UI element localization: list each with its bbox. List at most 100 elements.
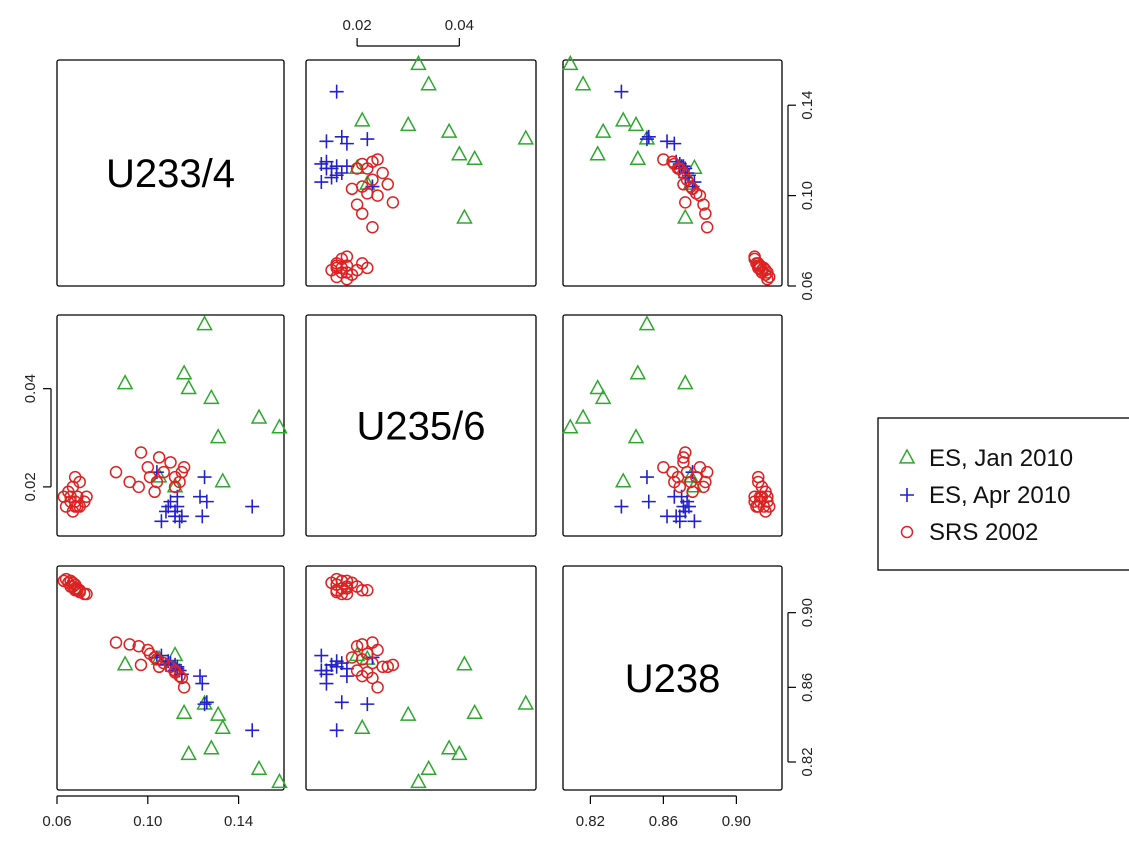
point-srs-2002-9 [340,574,354,588]
point-srs-2002-12 [355,584,369,597]
point-es-apr-2010-15 [168,509,183,524]
x-axis-u233-4: 0.06 0.10 0.14 [42,795,253,830]
legend-label: ES, Apr 2010 [929,482,1070,509]
point-es-jan-2010-9 [682,467,700,483]
point-srs-2002-15 [68,584,82,597]
point-srs-2002-30 [671,470,685,484]
point-srs-2002-22 [150,653,164,666]
panel-0-1 [305,54,537,287]
point-es-jan-2010-0 [271,418,288,434]
point-es-jan-2010-6 [196,315,213,331]
point-srs-2002-28 [386,196,400,209]
point-srs-2002-29 [381,660,395,674]
point-srs-2002-29 [152,660,166,674]
point-es-apr-2010-12 [158,504,173,519]
variable-label-u238: U238 [625,657,721,701]
point-es-jan-2010-5 [627,115,645,132]
legend-marker-es-apr-2010 [900,488,914,502]
point-srs-2002-31 [371,681,384,694]
tick-label: 0.14 [224,813,253,830]
point-es-jan-2010-1 [420,759,437,776]
point-es-jan-2010-2 [594,122,612,138]
point-es-jan-2010-1 [250,759,268,776]
tick-label: 0.06 [42,813,71,830]
y-axis-u238: 0.82 0.86 0.90 [787,598,816,777]
tick-label: 0.06 [799,271,816,300]
panel-0-0: U233/4 [56,59,285,287]
point-es-apr-2010-1 [641,494,656,509]
point-es-jan-2010-0 [410,54,427,71]
point-es-jan-2010-8 [116,374,134,390]
point-es-jan-2010-7 [629,149,647,166]
panels-layer: U233/4 U235/6 U238 [56,54,783,791]
point-srs-2002-9 [761,272,774,286]
tick-label: 0.90 [722,813,751,830]
point-srs-2002-31 [177,460,191,474]
point-srs-2002-14 [80,587,93,601]
panel-1-2 [562,314,783,537]
point-es-jan-2010-0 [410,772,427,789]
point-srs-2002-18 [132,480,145,494]
legend-label: ES, Jan 2010 [929,445,1073,472]
point-srs-2002-22 [684,180,697,193]
point-es-apr-2010-15 [319,663,334,678]
panel-1-0 [56,314,288,537]
tick-label: 0.82 [799,747,816,776]
point-srs-2002-19 [371,643,384,657]
point-srs-2002-24 [677,456,690,469]
point-es-jan-2010-3 [180,744,197,761]
panel-frame [562,565,783,791]
tick-label: 0.10 [133,813,162,830]
point-es-jan-2010-5 [209,705,227,721]
point-srs-2002-30 [361,162,374,175]
point-es-jan-2010-8 [116,655,134,671]
point-es-apr-2010-3 [193,489,208,504]
tick-label: 0.14 [799,91,816,120]
point-srs-2002-15 [68,470,82,484]
point-es-jan-2010-6 [517,129,535,145]
point-srs-2002-16 [366,220,379,234]
point-es-apr-2010-2 [660,134,675,149]
point-es-jan-2010-8 [677,208,694,224]
point-srs-2002-15 [361,584,374,597]
point-es-apr-2010-15 [319,161,334,176]
point-srs-2002-14 [748,250,761,263]
point-es-apr-2010-4 [360,697,375,712]
panel-frame [56,59,285,287]
point-srs-2002-28 [134,658,148,672]
point-srs-2002-17 [699,207,712,220]
point-es-jan-2010-7 [629,364,647,380]
point-es-jan-2010-1 [574,75,592,91]
tick-label: 0.04 [22,374,39,403]
point-es-apr-2010-0 [245,499,260,514]
point-es-apr-2010-4 [360,132,375,147]
y-axis-u233-4: 0.06 0.10 0.14 [787,91,816,301]
point-es-jan-2010-4 [614,472,632,488]
point-es-jan-2010-2 [594,388,612,405]
point-srs-2002-9 [57,490,71,503]
tick-label: 0.04 [445,17,474,34]
point-es-apr-2010-3 [193,669,208,684]
point-es-jan-2010-3 [589,145,606,161]
point-es-apr-2010-1 [334,695,349,710]
tick-label: 0.10 [799,181,816,210]
point-es-jan-2010-2 [440,739,458,755]
point-es-apr-2010-4 [639,132,654,147]
panel-frame [305,314,537,537]
point-srs-2002-31 [657,460,670,474]
point-srs-2002-16 [109,465,123,479]
tick-label: 0.86 [799,673,816,702]
tick-label: 0.86 [649,813,678,830]
point-es-apr-2010-14 [674,159,689,174]
panel-2-0 [56,565,288,791]
point-es-jan-2010-0 [562,54,579,71]
point-es-jan-2010-3 [451,744,468,761]
point-srs-2002-9 [340,272,354,286]
point-es-apr-2010-1 [199,695,214,710]
point-es-jan-2010-1 [250,408,268,424]
point-es-apr-2010-12 [324,170,339,185]
point-srs-2002-16 [700,220,714,234]
point-es-apr-2010-13 [314,648,329,663]
legend-label: SRS 2002 [929,519,1038,546]
